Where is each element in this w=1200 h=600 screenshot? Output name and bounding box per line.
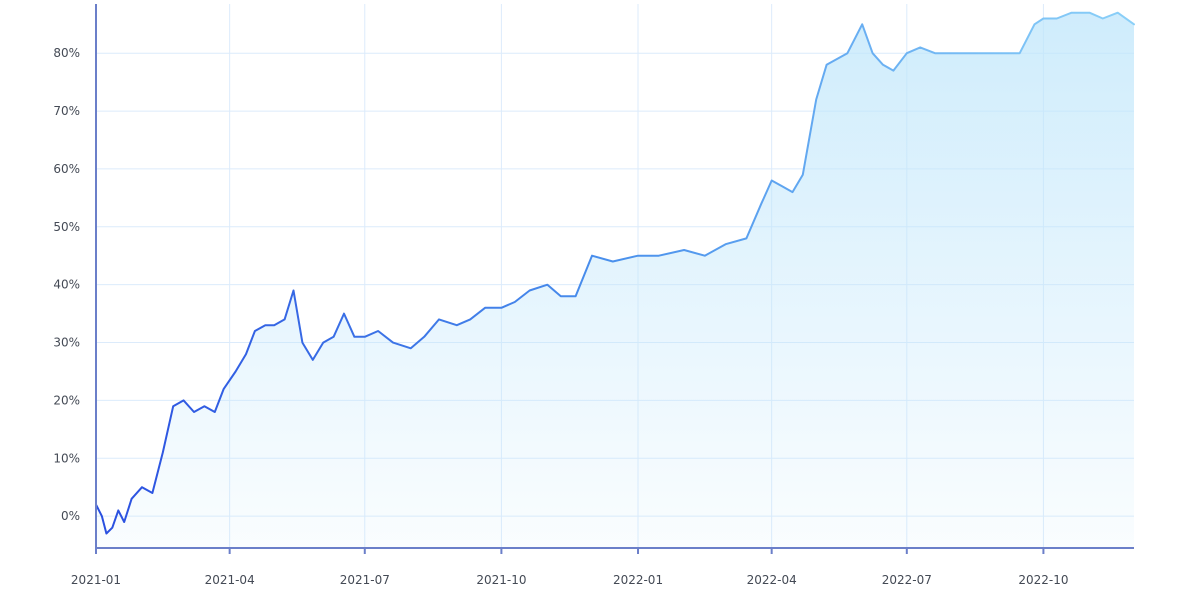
x-tick-label: 2021-01 — [71, 573, 121, 587]
area-fill — [96, 12, 1134, 548]
label-layer: 0% 10% 20% 30% 40% 50% 60% 70% 80% 2021-01 2021-04… — [53, 46, 1068, 587]
series-line — [95, 11, 1135, 535]
y-tick-label: 40% — [53, 278, 80, 292]
line-layer — [95, 11, 1135, 535]
x-tick-label: 2022-10 — [1018, 573, 1068, 587]
x-tick-label: 2021-10 — [476, 573, 526, 587]
y-tick-label: 80% — [53, 46, 80, 60]
x-tick-label: 2021-07 — [340, 573, 390, 587]
x-tick-label: 2021-04 — [205, 573, 255, 587]
y-tick-label: 20% — [53, 393, 80, 407]
axis-layer — [95, 4, 1134, 554]
y-tick-label: 30% — [53, 336, 80, 350]
x-tick-label: 2022-07 — [882, 573, 932, 587]
y-tick-label: 0% — [61, 509, 80, 523]
x-tick-label: 2022-01 — [613, 573, 663, 587]
area-layer — [96, 12, 1134, 548]
y-tick-label: 10% — [53, 451, 80, 465]
y-tick-label: 70% — [53, 104, 80, 118]
y-tick-label: 60% — [53, 162, 80, 176]
x-tick-label: 2022-04 — [747, 573, 797, 587]
y-tick-label: 50% — [53, 220, 80, 234]
